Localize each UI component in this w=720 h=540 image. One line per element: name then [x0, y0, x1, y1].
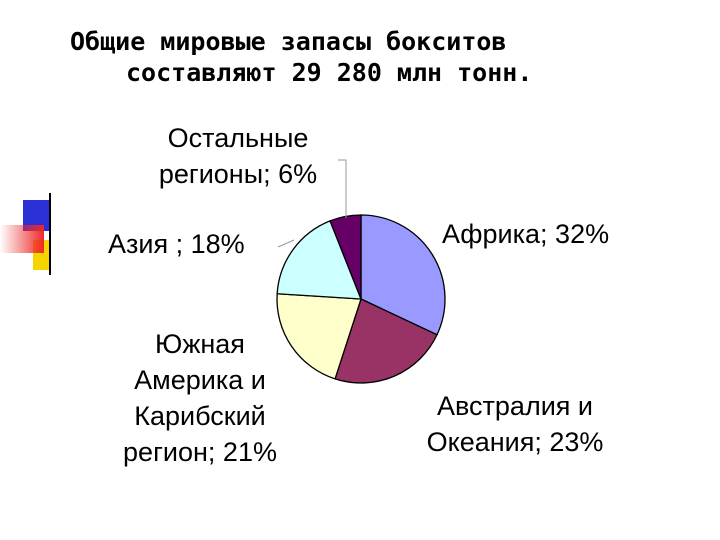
label-australia-line-1: Австралия и	[437, 391, 593, 421]
label-south-america-line-4: регион; 21%	[123, 437, 277, 467]
label-africa-line-1: Африка; 32%	[442, 219, 610, 249]
pie-slice-other	[329, 214, 362, 300]
label-australia-line-2: Океания; 23%	[426, 427, 604, 457]
label-other-line-1: Остальные	[167, 123, 309, 153]
deco-vertical-line	[49, 193, 51, 275]
label-south-america-line-3: Карибский	[134, 401, 266, 431]
label-other: Остальные регионы; 6%	[133, 120, 343, 192]
leader-line-asia	[277, 239, 295, 248]
label-asia-line-1: Азия ; 18%	[108, 229, 245, 259]
label-south-america-line-1: Южная	[155, 329, 245, 359]
label-africa: Африка; 32%	[442, 216, 609, 252]
label-australia: Австралия и Океания; 23%	[400, 388, 630, 460]
label-south-america: Южная Америка и Карибский регион; 21%	[95, 326, 305, 470]
pie-slice-south-america	[276, 293, 362, 380]
label-asia: Азия ; 18%	[108, 226, 245, 262]
title-line-1: Общие мировые запасы бокситов	[70, 27, 507, 56]
leader-line-other	[338, 159, 347, 218]
label-south-america-line-2: Америка и	[134, 365, 266, 395]
label-other-line-2: регионы; 6%	[158, 159, 318, 189]
slide-title: Общие мировые запасы бокситов составляют…	[70, 26, 690, 88]
pie-slice-asia	[276, 220, 362, 300]
title-line-2: составляют 29 280 млн тонн.	[126, 58, 533, 87]
deco-red-gradient	[0, 225, 44, 253]
pie-slice-africa	[360, 214, 446, 336]
pie-slice-australia	[334, 298, 438, 384]
